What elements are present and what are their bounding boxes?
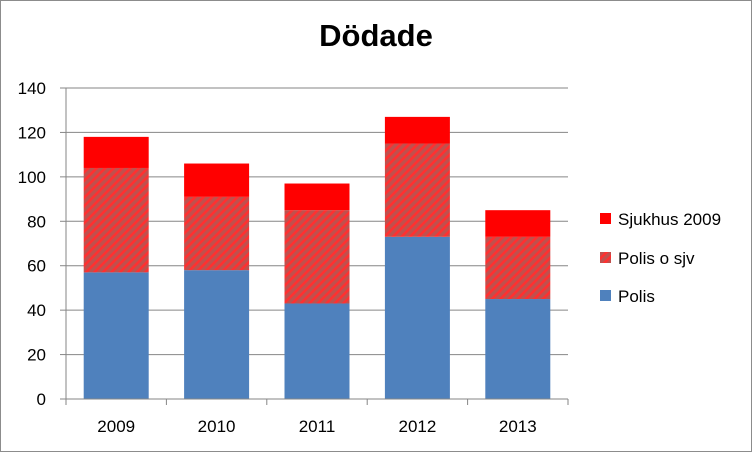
- y-tick-label: 20: [27, 346, 46, 365]
- legend-swatch: [600, 290, 611, 301]
- bar-segment: [184, 163, 250, 197]
- x-tick-label: 2009: [97, 417, 135, 436]
- bar-segment: [485, 299, 551, 399]
- bar-segment: [83, 272, 149, 399]
- bar-segment: [83, 136, 149, 168]
- y-tick-label: 0: [37, 390, 46, 409]
- y-tick-label: 120: [18, 123, 46, 142]
- legend-label: Polis: [618, 287, 655, 306]
- legend-swatch: [600, 213, 611, 224]
- bar-segment: [184, 270, 250, 399]
- bar-segment: [284, 183, 350, 211]
- bar-segment: [83, 167, 149, 273]
- bar-segment: [284, 210, 350, 304]
- bar-segment: [384, 236, 450, 399]
- legend: Sjukhus 2009 Polis o sjv Polis: [600, 210, 721, 306]
- x-tick-label: 2011: [299, 417, 336, 436]
- x-tick-label: 2010: [198, 417, 236, 436]
- bar-segment: [284, 303, 350, 399]
- bar-segment: [485, 236, 551, 300]
- axes: 0 20 40 60 80 100 120 140 2009 2010 2011 2012 2013: [18, 79, 569, 436]
- bar-segment: [184, 196, 250, 271]
- bar-segment: [485, 210, 551, 237]
- legend-label: Sjukhus 2009: [618, 210, 721, 229]
- legend-swatch: [600, 252, 611, 263]
- y-tick-label: 100: [18, 168, 46, 187]
- legend-label: Polis o sjv: [618, 249, 695, 268]
- y-tick-label: 60: [27, 257, 46, 276]
- y-tick-label: 40: [27, 301, 46, 320]
- bar-segment: [384, 116, 450, 144]
- chart-title: Dödade: [319, 18, 433, 53]
- x-tick-label: 2012: [398, 417, 436, 436]
- x-tick-label: 2013: [499, 417, 537, 436]
- bar-segment: [384, 143, 450, 237]
- y-tick-label: 140: [18, 79, 46, 98]
- y-tick-label: 80: [27, 212, 46, 231]
- bars: [83, 116, 551, 399]
